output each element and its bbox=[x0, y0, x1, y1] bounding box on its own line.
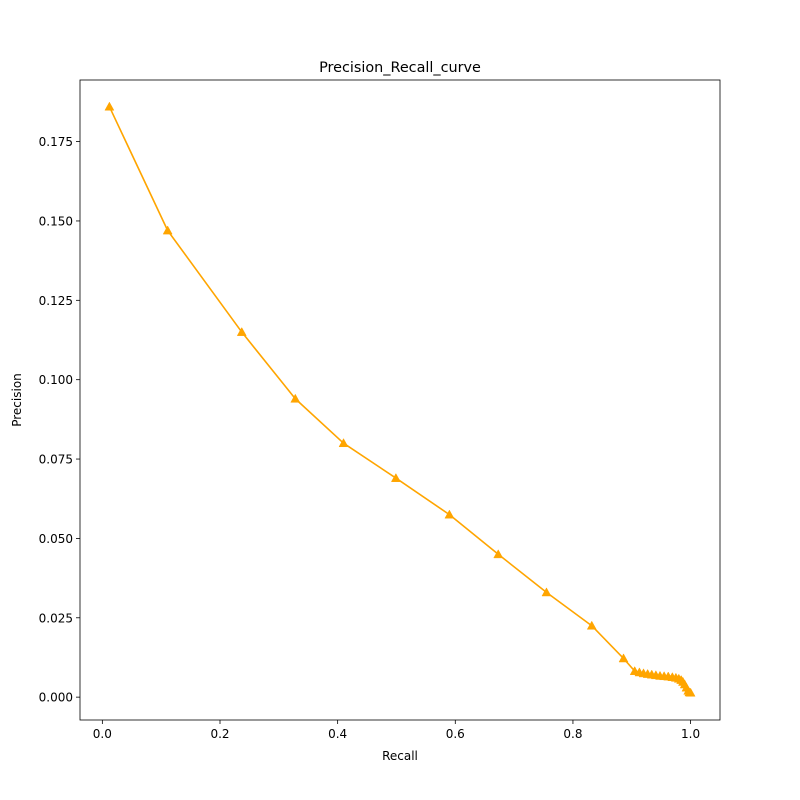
plot-area: 0.0 0.2 0.4 0.6 0.8 1.0 0.000 0.025 0.050 0.075 0.… bbox=[39, 79, 721, 741]
y-tick-label: 0.100 bbox=[39, 373, 73, 387]
x-tick-label: 0.8 bbox=[563, 727, 582, 741]
chart-title: Precision_Recall_curve bbox=[319, 60, 481, 76]
data-point-marker bbox=[104, 101, 115, 111]
plot-frame bbox=[79, 79, 721, 721]
data-point-marker bbox=[586, 620, 597, 630]
y-tick-label: 0.075 bbox=[39, 453, 73, 467]
data-point-marker bbox=[338, 438, 349, 448]
y-tick-label: 0.175 bbox=[39, 135, 73, 149]
y-tick-label: 0.000 bbox=[39, 691, 73, 705]
x-tick-label: 0.0 bbox=[93, 727, 112, 741]
data-point-marker bbox=[541, 587, 552, 597]
data-point-marker bbox=[290, 393, 301, 403]
y-axis-label: Precision bbox=[10, 373, 24, 427]
y-tick-label: 0.050 bbox=[39, 532, 73, 546]
x-tick-label: 0.2 bbox=[210, 727, 229, 741]
x-tick-label: 0.6 bbox=[446, 727, 465, 741]
data-point-marker bbox=[444, 509, 455, 519]
data-point-marker bbox=[493, 549, 504, 559]
data-point-marker bbox=[685, 687, 696, 697]
y-tick-label: 0.125 bbox=[39, 294, 73, 308]
data-point-marker bbox=[236, 327, 247, 336]
x-axis-label: Recall bbox=[382, 749, 418, 763]
data-point-marker bbox=[390, 473, 401, 482]
x-tick-label: 1.0 bbox=[681, 727, 700, 741]
data-point-marker bbox=[162, 225, 173, 235]
y-tick-label: 0.150 bbox=[39, 214, 73, 228]
x-tick-label: 0.4 bbox=[328, 727, 347, 741]
data-point-marker bbox=[618, 653, 629, 663]
y-tick-label: 0.025 bbox=[39, 611, 73, 625]
